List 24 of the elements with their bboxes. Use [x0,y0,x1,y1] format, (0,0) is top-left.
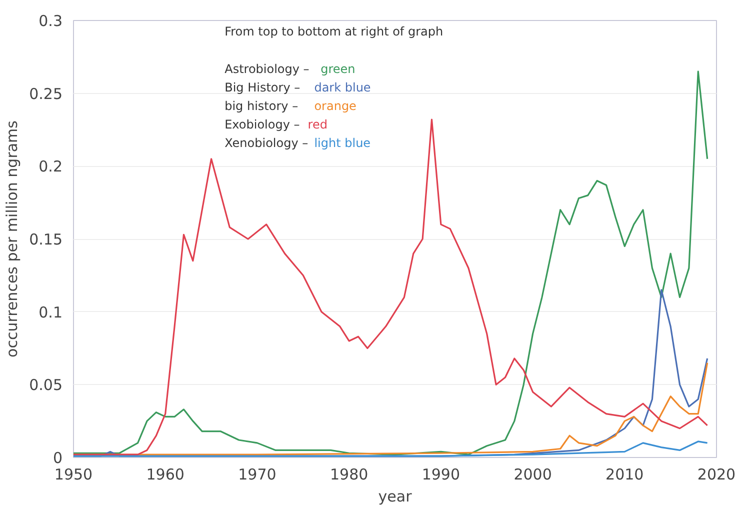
x-tick-label: 1990 [422,466,460,484]
annotation: Big History – dark blue [224,80,371,94]
annotation: From top to bottom at right of graph [224,24,444,39]
annotation: Astrobiology – green [224,62,356,76]
y-tick-label: 0 [52,449,63,467]
x-tick-label: 1950 [54,466,93,484]
text: big history – orange [224,98,356,113]
x-tick-label: 1960 [146,466,184,484]
x-tick-label: 2010 [606,466,644,484]
x-tick-label: 2020 [697,466,736,484]
x-axis-title: year [378,488,413,506]
y-tick-label: 0.05 [29,376,63,394]
x-tick-label: 1980 [330,466,368,484]
x-tick-label: 1970 [238,466,276,484]
annotation: Exobiology – red [224,118,328,132]
x-tick-label: 2000 [514,466,552,484]
y-tick-label: 0.1 [38,303,63,322]
y-tick-label: 0.25 [29,84,63,103]
y-tick-label: 0.15 [29,230,63,248]
annotation: Xenobiology – light blue [224,136,371,150]
line-series [74,440,708,457]
y-axis-title: occurrences per million ngrams [3,120,22,358]
y-tick-label: 0.3 [38,12,63,30]
y-tick-label: 0.2 [38,158,63,176]
